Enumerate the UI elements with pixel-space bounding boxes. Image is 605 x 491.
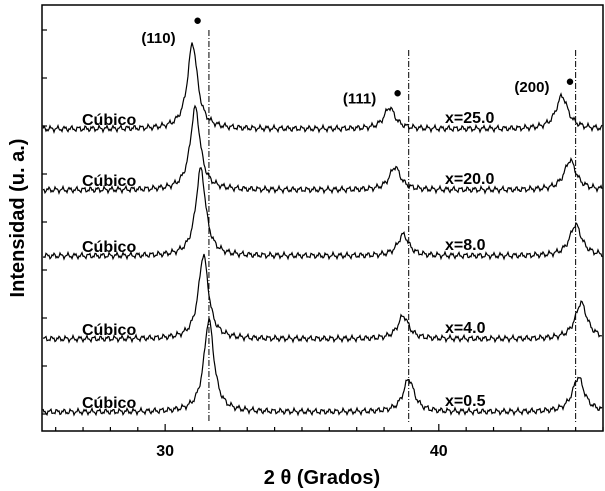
phase-label: Cúbico bbox=[82, 112, 136, 129]
series-labels: Cúbico x=25.0 Cúbico x=20.0 Cúbico x=8.0 Cúbic… bbox=[82, 110, 494, 412]
x-tick-label: 30 bbox=[156, 443, 174, 460]
peak-label: (110) bbox=[141, 30, 175, 47]
composition-label: x=4.0 bbox=[445, 320, 486, 337]
y-axis-ticks bbox=[42, 29, 47, 415]
peak-marker: ● bbox=[565, 73, 574, 90]
series-curve bbox=[42, 42, 603, 134]
composition-label: x=25.0 bbox=[445, 110, 494, 127]
peak-label: (111) bbox=[343, 91, 376, 108]
plot-frame bbox=[41, 4, 604, 432]
composition-label: x=20.0 bbox=[445, 171, 494, 188]
phase-label: Cúbico bbox=[82, 239, 136, 256]
composition-label: x=8.0 bbox=[445, 237, 486, 254]
y-axis-label: Intensidad (u. a.) bbox=[7, 139, 29, 298]
series-curves bbox=[42, 42, 603, 417]
x-axis-ticks: 30 40 bbox=[55, 424, 604, 460]
phase-label: Cúbico bbox=[82, 395, 136, 412]
peak-label: (200) bbox=[514, 79, 549, 96]
phase-label: Cúbico bbox=[82, 322, 136, 339]
composition-label: x=0.5 bbox=[445, 393, 486, 410]
phase-label: Cúbico bbox=[82, 173, 136, 190]
peak-annotations: ● (110) ● (111) ● (200) bbox=[141, 12, 574, 107]
x-tick-label: 40 bbox=[430, 443, 448, 460]
series-curve bbox=[42, 104, 603, 195]
series-curve bbox=[42, 316, 603, 417]
series-curve bbox=[42, 167, 603, 261]
x-axis-label: 2 θ (Grados) bbox=[264, 467, 380, 489]
series-curve bbox=[42, 253, 602, 344]
peak-marker: ● bbox=[393, 85, 402, 102]
peak-marker: ● bbox=[193, 12, 202, 29]
